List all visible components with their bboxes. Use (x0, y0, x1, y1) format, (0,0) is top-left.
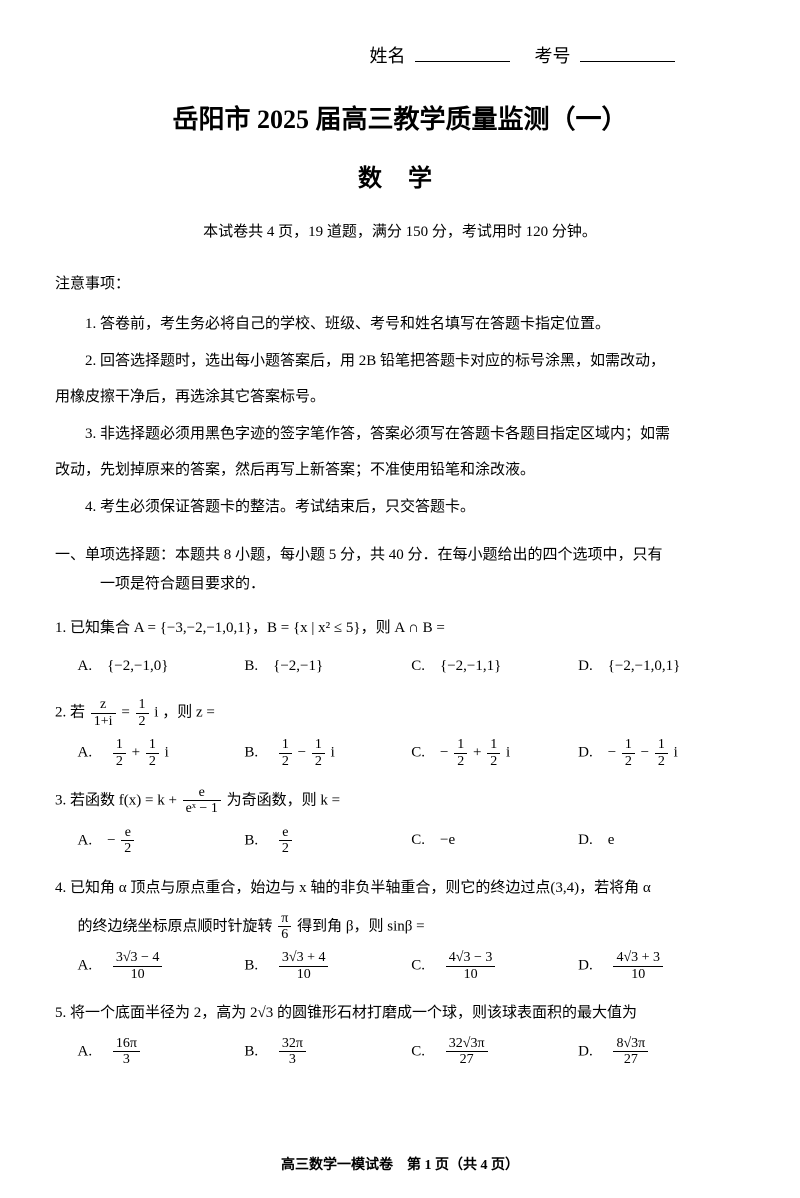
section-1-line1: 一、单项选择题：本题共 8 小题，每小题 5 分，共 40 分．在每小题给出的四… (55, 541, 745, 570)
notice-3: 3. 非选择题必须用黑色字迹的签字笔作答，答案必须写在答题卡各题目指定区域内；如… (55, 420, 745, 449)
q5-D: D. 8√3π27 (578, 1036, 745, 1068)
q1-D: D. {−2,−1,0,1} (578, 651, 745, 681)
notice-2b: 用橡皮擦干净后，再选涂其它答案标号。 (55, 383, 745, 412)
q3-suffix: 为奇函数，则 k = (227, 792, 340, 808)
q2-C: C. − 12 + 12 i (411, 737, 578, 769)
header-fields: 姓名 考号 (55, 40, 695, 72)
q4-D: D. 4√3 + 310 (578, 950, 745, 982)
q4-B: B. 3√3 + 410 (244, 950, 411, 982)
q2-frac-right: 12 (136, 697, 149, 729)
q2-eq: = (121, 705, 133, 721)
notice-4: 4. 考生必须保证答题卡的整洁。考试结束后，只交答题卡。 (55, 493, 745, 522)
q3-frac: eeˣ − 1 (183, 785, 221, 817)
q3-A: A. − e2 (78, 825, 245, 857)
q3-prefix: 3. 若函数 f(x) = k + (55, 792, 181, 808)
q4-options: A. 3√3 − 410 B. 3√3 + 410 C. 4√3 − 310 D… (55, 950, 745, 982)
q2-suffix: i ，则 z = (154, 705, 215, 721)
q4-line1: 4. 已知角 α 顶点与原点重合，始边与 x 轴的非负半轴重合，则它的终边过点(… (55, 873, 745, 903)
q3-text: 3. 若函数 f(x) = k + eeˣ − 1 为奇函数，则 k = (55, 785, 745, 817)
name-label: 姓名 (370, 46, 406, 66)
page-footer: 高三数学一模试卷 第 1 页（共 4 页） (0, 1153, 800, 1178)
q2-options: A. 12 + 12 i B. 12 − 12 i C. − 12 + 12 i… (55, 737, 745, 769)
q1-C: C. {−2,−1,1} (411, 651, 578, 681)
q1-options: A. {−2,−1,0} B. {−2,−1} C. {−2,−1,1} D. … (55, 651, 745, 681)
q2-prefix: 2. 若 (55, 705, 89, 721)
section-1-title: 一、单项选择题：本题共 8 小题，每小题 5 分，共 40 分．在每小题给出的四… (55, 541, 745, 598)
q2-A: A. 12 + 12 i (78, 737, 245, 769)
q4-A: A. 3√3 − 410 (78, 950, 245, 982)
question-5: 5. 将一个底面半径为 2，高为 2√3 的圆锥形石材打磨成一个球，则该球表面积… (55, 998, 745, 1068)
notice-1: 1. 答卷前，考生务必将自己的学校、班级、考号和姓名填写在答题卡指定位置。 (55, 310, 745, 339)
question-1: 1. 已知集合 A = {−3,−2,−1,0,1}，B = {x | x² ≤… (55, 613, 745, 681)
q5-B: B. 32π3 (244, 1036, 411, 1068)
q3-B: B. e2 (244, 825, 411, 857)
q5-C: C. 32√3π27 (411, 1036, 578, 1068)
q4-C: C. 4√3 − 310 (411, 950, 578, 982)
notice-3b: 改动，先划掉原来的答案，然后再写上新答案；不准使用铅笔和涂改液。 (55, 456, 745, 485)
q5-A: A. 16π3 (78, 1036, 245, 1068)
examno-blank (580, 61, 675, 62)
subject-subtitle: 数 学 (55, 158, 745, 201)
question-3: 3. 若函数 f(x) = k + eeˣ − 1 为奇函数，则 k = A. … (55, 785, 745, 857)
notice-head: 注意事项： (55, 271, 745, 298)
q5-text: 5. 将一个底面半径为 2，高为 2√3 的圆锥形石材打磨成一个球，则该球表面积… (55, 998, 745, 1028)
examno-label: 考号 (535, 46, 571, 66)
section-1-line2: 一项是符合题目要求的． (55, 570, 745, 599)
q5-options: A. 16π3 B. 32π3 C. 32√3π27 D. 8√3π27 (55, 1036, 745, 1068)
q1-B: B. {−2,−1} (244, 651, 411, 681)
notice-2: 2. 回答选择题时，选出每小题答案后，用 2B 铅笔把答题卡对应的标号涂黑，如需… (55, 347, 745, 376)
q1-A: A. {−2,−1,0} (78, 651, 245, 681)
q3-D: D. e (578, 825, 745, 857)
question-2: 2. 若 z1+i = 12 i ，则 z = A. 12 + 12 i B. … (55, 697, 745, 769)
q2-D: D. − 12 − 12 i (578, 737, 745, 769)
q2-frac-left: z1+i (91, 697, 116, 729)
q1-text: 1. 已知集合 A = {−3,−2,−1,0,1}，B = {x | x² ≤… (55, 613, 745, 643)
q2-text: 2. 若 z1+i = 12 i ，则 z = (55, 697, 745, 729)
q3-C: C. −e (411, 825, 578, 857)
q4-pi6: π6 (278, 911, 291, 943)
page-title: 岳阳市 2025 届高三教学质量监测（一） (55, 97, 745, 144)
q2-B: B. 12 − 12 i (244, 737, 411, 769)
q3-options: A. − e2 B. e2 C. −e D. e (55, 825, 745, 857)
question-4: 4. 已知角 α 顶点与原点重合，始边与 x 轴的非负半轴重合，则它的终边过点(… (55, 873, 745, 983)
name-blank (415, 61, 510, 62)
q4-line2: 的终边绕坐标原点顺时针旋转 π6 得到角 β，则 sinβ = (55, 911, 745, 943)
exam-info: 本试卷共 4 页，19 道题，满分 150 分，考试用时 120 分钟。 (55, 219, 745, 246)
